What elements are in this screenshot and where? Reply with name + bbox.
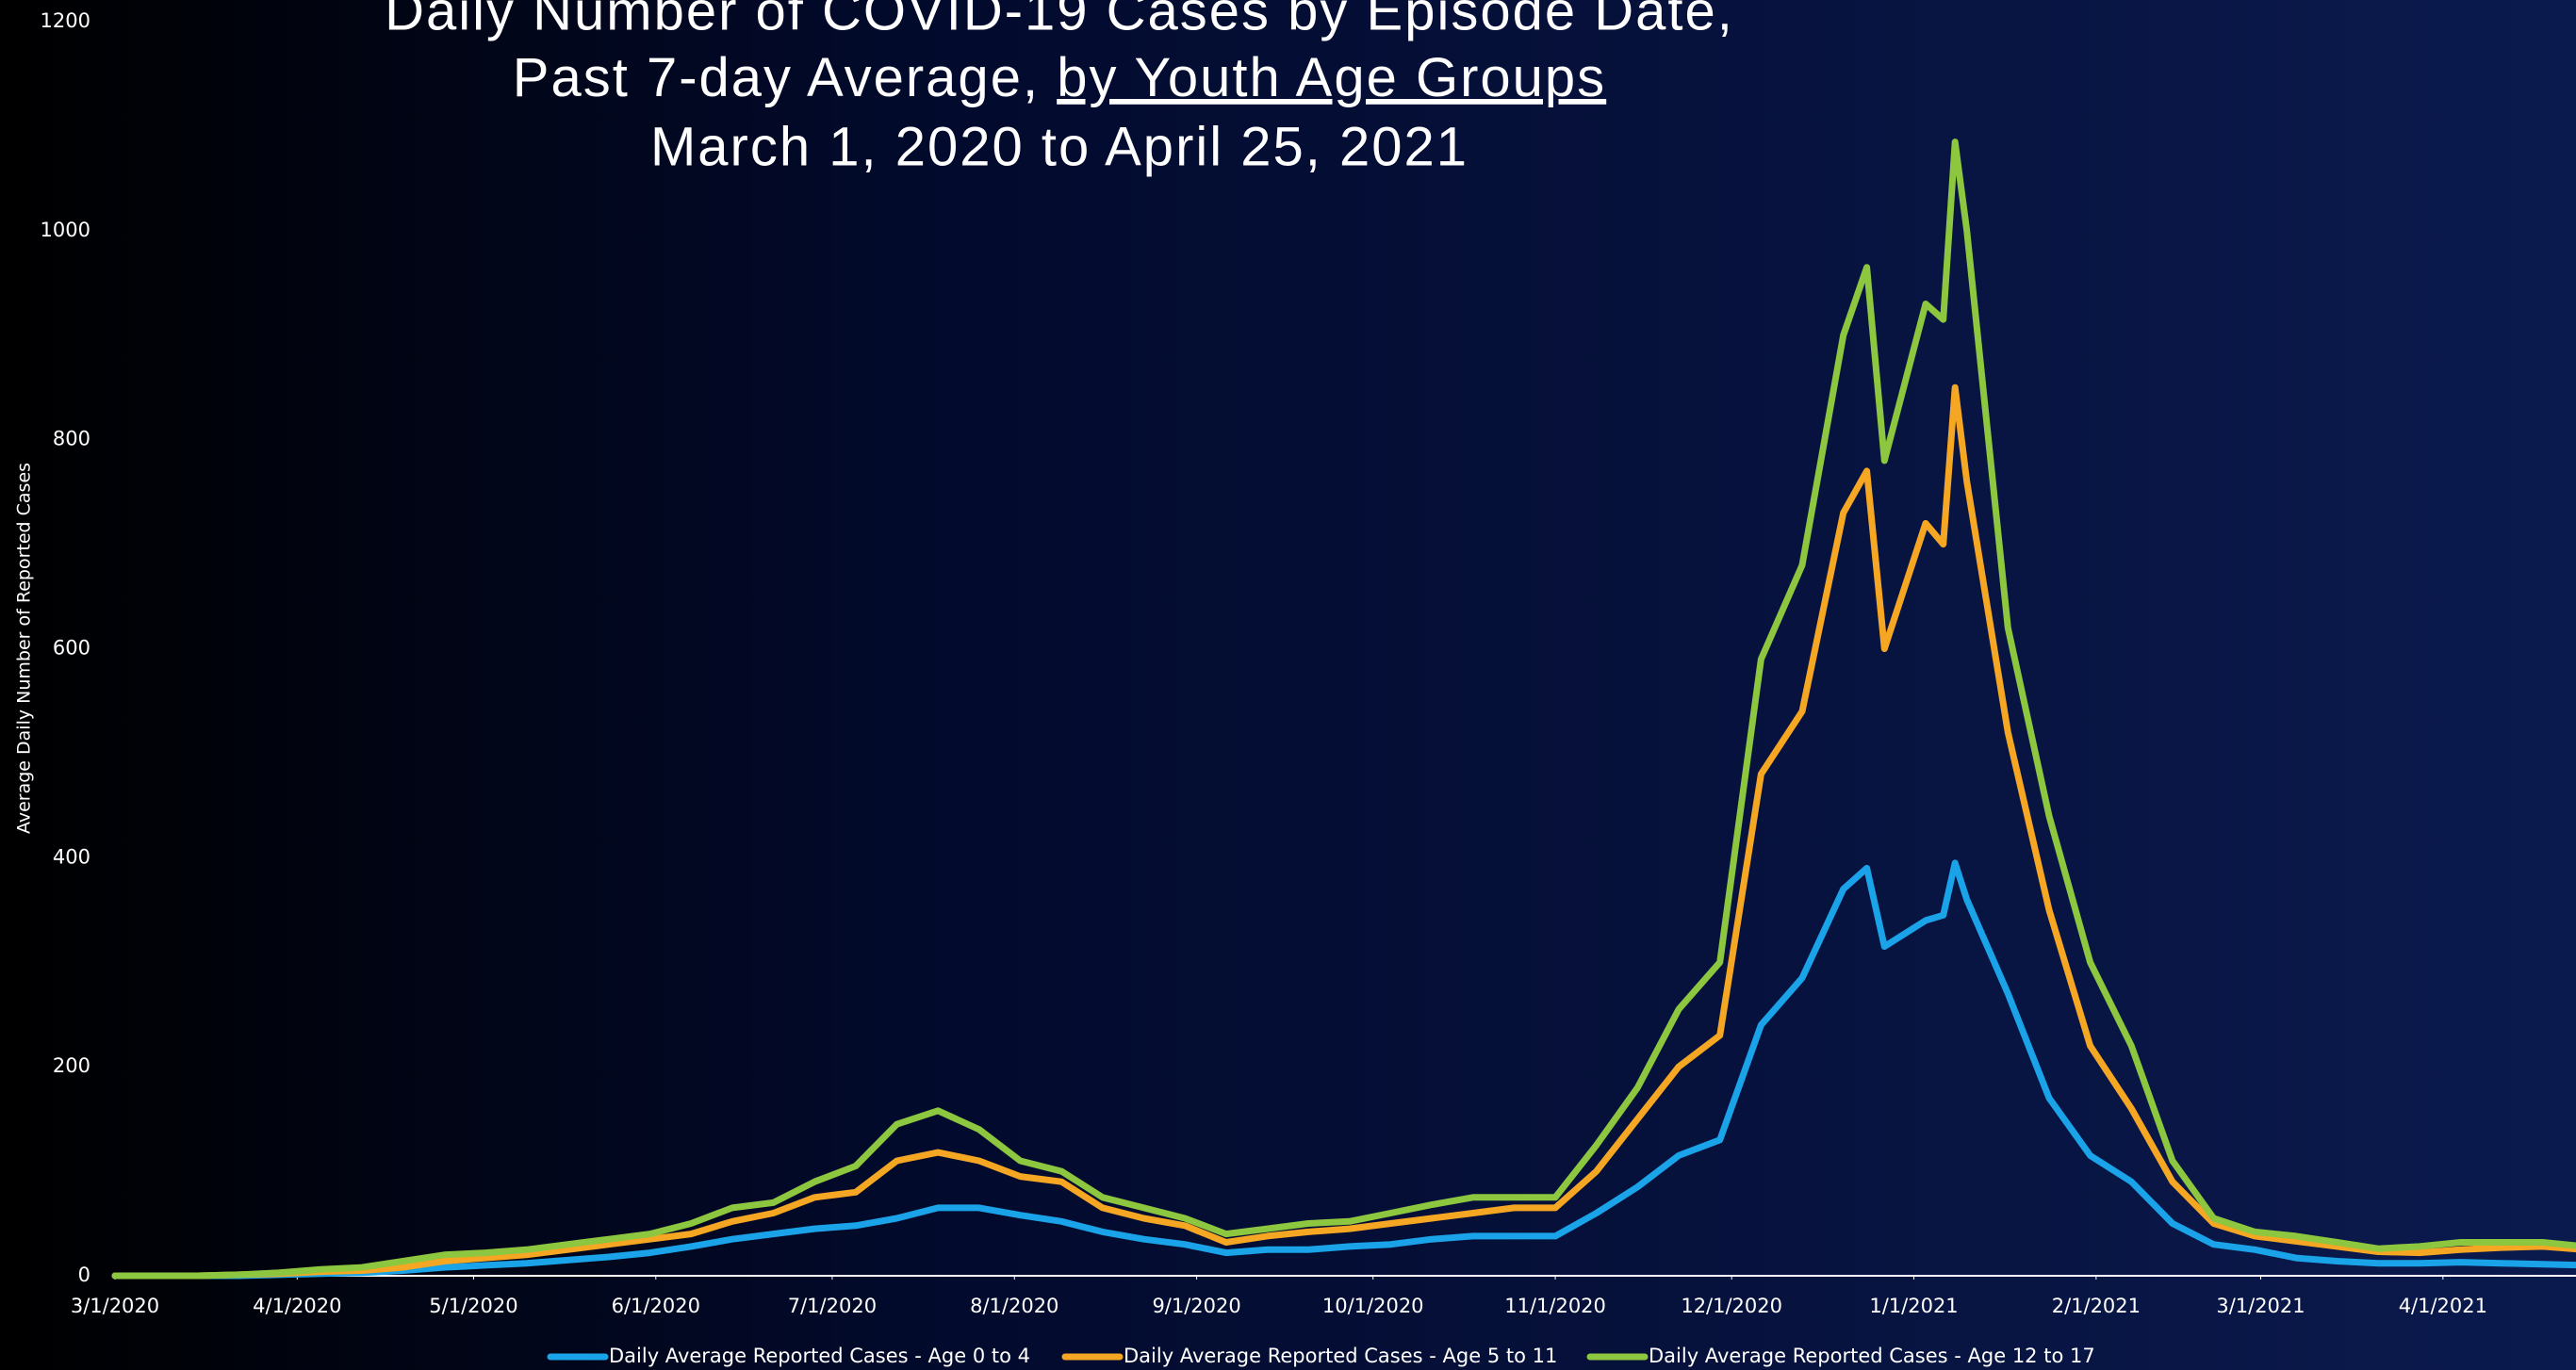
y-axis-title: Average Daily Number of Reported Cases	[14, 463, 35, 834]
x-tick-label: 6/1/2020	[612, 1295, 700, 1317]
x-tick-label: 4/1/2021	[2399, 1295, 2487, 1317]
x-tick-label: 2/1/2021	[2052, 1295, 2141, 1317]
x-tick-label: 1/1/2021	[1869, 1295, 1958, 1317]
legend-label: Daily Average Reported Cases - Age 12 to…	[1649, 1345, 2095, 1367]
series-line	[111, 383, 2576, 1280]
x-tick-label: 9/1/2020	[1152, 1295, 1240, 1317]
chart-subtitle: March 1, 2020 to April 25, 2021	[650, 116, 1468, 177]
x-tick-label: 11/1/2020	[1504, 1295, 1606, 1317]
y-tick-label: 400	[53, 845, 90, 868]
x-tick-label: 4/1/2020	[253, 1295, 341, 1317]
x-tick-label: 3/1/2021	[2216, 1295, 2305, 1317]
x-tick-label: 5/1/2020	[429, 1295, 517, 1317]
x-tick-label: 12/1/2020	[1681, 1295, 1782, 1317]
y-tick-label: 1200	[41, 9, 90, 32]
y-tick-label: 200	[53, 1054, 90, 1077]
chart-title: Daily Number of COVID-19 Cases by Episod…	[385, 0, 1734, 41]
chart-title: Past 7-day Average, by Youth Age Groups	[513, 47, 1606, 108]
legend-label: Daily Average Reported Cases - Age 0 to …	[609, 1345, 1030, 1367]
series-line	[111, 139, 2576, 1280]
y-tick-label: 0	[78, 1264, 90, 1286]
x-tick-label: 3/1/2020	[71, 1295, 159, 1317]
x-tick-label: 8/1/2020	[970, 1295, 1058, 1317]
x-tick-label: 7/1/2020	[788, 1295, 877, 1317]
x-tick-label: 10/1/2020	[1322, 1295, 1424, 1317]
chart-title-part: Past 7-day Average,	[513, 47, 1040, 108]
legend-label: Daily Average Reported Cases - Age 5 to …	[1124, 1345, 1557, 1367]
series-line	[111, 859, 2576, 1280]
chart-title-underlined: by Youth Age Groups	[1057, 47, 1606, 108]
y-tick-label: 600	[53, 637, 90, 660]
y-tick-label: 800	[53, 428, 90, 450]
y-tick-label: 1000	[41, 219, 90, 241]
